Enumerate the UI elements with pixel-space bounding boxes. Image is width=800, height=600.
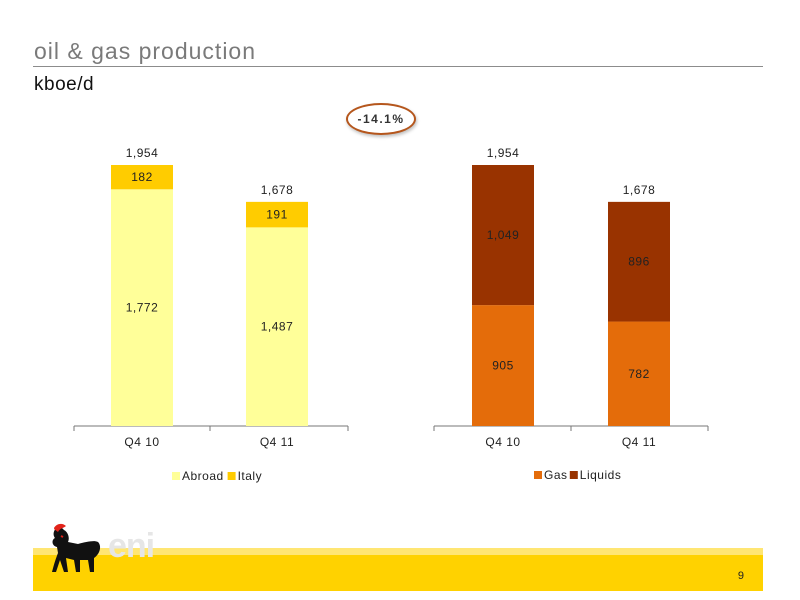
bar-abroad-0 — [111, 189, 173, 426]
chart-gas-liquids: 905 1,049 1,954 Q4 10 782 896 1,678 Q4 11 Gas Liq… — [433, 146, 709, 482]
category-label: Q4 10 — [485, 435, 520, 449]
bar-italy-0 — [111, 165, 173, 190]
change-badge: -14.1% — [346, 103, 416, 135]
legend-label: Italy — [238, 469, 263, 483]
data-label: 1,049 — [487, 228, 520, 242]
data-label: 182 — [131, 170, 153, 184]
page-number: 9 — [737, 570, 744, 582]
data-label: 782 — [628, 367, 650, 381]
data-label: 191 — [266, 208, 288, 222]
bar-abroad-1 — [246, 227, 308, 426]
legend-swatch — [569, 471, 578, 479]
legend-label: Abroad — [182, 469, 224, 483]
bar-gas-0 — [472, 305, 534, 426]
data-label: 1,772 — [126, 301, 159, 315]
bar-liquids-1 — [608, 201, 670, 322]
total-label: 1,678 — [261, 183, 294, 197]
bar-italy-1 — [246, 201, 308, 228]
legend-swatch — [534, 471, 542, 479]
bar-gas-1 — [608, 321, 670, 426]
data-label: 905 — [492, 359, 514, 373]
chart-abroad-italy: 1,772 182 1,954 Q4 10 1,487 191 1,678 Q4 11 Abro… — [73, 146, 349, 483]
legend-label: Gas — [544, 468, 568, 482]
six-legged-dog-logo-icon — [52, 523, 101, 572]
footer-band — [33, 555, 763, 591]
category-label: Q4 10 — [124, 435, 159, 449]
legend-label: Liquids — [580, 468, 622, 482]
page-title: oil & gas production — [34, 38, 257, 64]
logo-wordmark: eni — [108, 527, 155, 565]
footer-band-fade — [33, 548, 763, 555]
total-label: 1,954 — [487, 146, 520, 160]
category-label: Q4 11 — [260, 435, 294, 449]
legend-swatch — [172, 472, 180, 480]
total-label: 1,678 — [623, 183, 656, 197]
total-label: 1,954 — [126, 146, 159, 160]
legend-swatch — [227, 472, 236, 480]
data-label: 1,487 — [261, 320, 294, 334]
bar-liquids-0 — [472, 165, 534, 306]
category-label: Q4 11 — [622, 435, 656, 449]
title-divider — [33, 66, 763, 67]
data-label: 896 — [628, 255, 650, 269]
unit-label: kboe/d — [34, 74, 95, 95]
